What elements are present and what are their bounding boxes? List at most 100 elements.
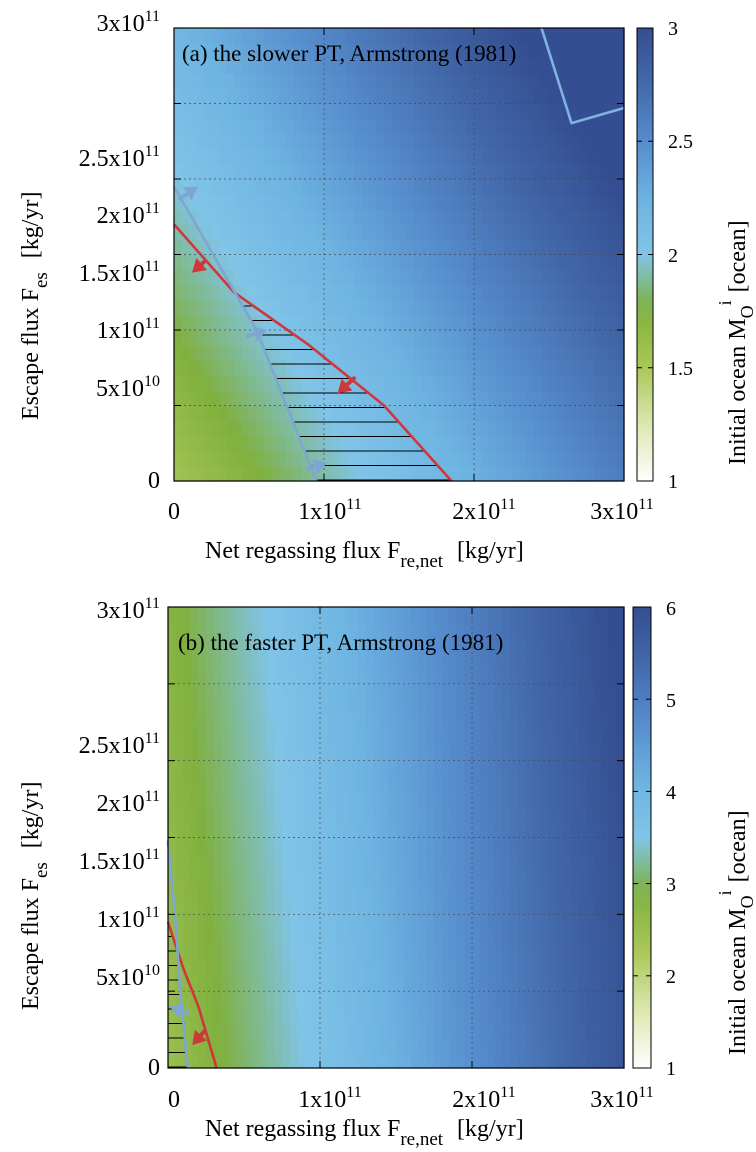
heatmap-cell — [327, 791, 336, 808]
heatmap-cell — [571, 133, 580, 150]
heatmap-cell — [472, 960, 481, 977]
heatmap-cell — [388, 714, 397, 731]
heatmap-cell — [279, 345, 288, 361]
heatmap-cell — [414, 103, 423, 120]
heatmap-cell — [601, 390, 610, 407]
heatmap-cell — [228, 898, 237, 915]
heatmap-cell — [494, 975, 503, 992]
heatmap-cell — [444, 58, 453, 74]
heatmap-cell — [384, 209, 393, 225]
heatmap-cell — [175, 898, 184, 915]
heatmap-cell — [236, 622, 245, 639]
heatmap-cell — [198, 653, 207, 670]
heatmap-cell — [496, 375, 505, 391]
heatmap-cell — [510, 607, 519, 623]
heatmap-cell — [534, 284, 543, 301]
heatmap-cell — [339, 465, 348, 482]
heatmap-cell — [406, 465, 415, 482]
heatmap-cell — [517, 607, 526, 623]
heatmap-cell — [358, 637, 367, 654]
heatmap-cell — [399, 58, 408, 74]
heatmap-cell — [228, 714, 237, 731]
heatmap-cell — [236, 806, 245, 823]
heatmap-cell — [301, 88, 310, 105]
heatmap-cell — [183, 653, 192, 670]
heatmap-cell — [228, 868, 237, 885]
heatmap-cell — [406, 435, 415, 452]
heatmap-cell — [320, 1021, 329, 1038]
heatmap-cell — [496, 88, 505, 105]
heatmap-cell — [327, 745, 336, 762]
heatmap-cell — [226, 209, 235, 225]
heatmap-cell — [228, 852, 237, 869]
heatmap-cell — [289, 837, 298, 854]
heatmap-cell — [414, 390, 423, 407]
heatmap-cell — [616, 991, 625, 1008]
heatmap-cell — [489, 88, 498, 105]
heatmap-cell — [426, 668, 435, 685]
heatmap-cell — [358, 960, 367, 977]
heatmap-cell — [472, 852, 481, 869]
heatmap-cell — [571, 58, 580, 74]
heatmap-cell — [361, 224, 370, 240]
heatmap-cell — [286, 163, 295, 180]
heatmap-cell — [511, 103, 520, 120]
heatmap-cell — [358, 745, 367, 762]
heatmap-cell — [579, 314, 588, 331]
heatmap-cell — [282, 1052, 291, 1069]
heatmap-cell — [464, 914, 473, 931]
heatmap-cell — [346, 330, 355, 346]
heatmap-cell — [361, 133, 370, 150]
heatmap-cell — [236, 776, 245, 792]
heatmap-cell — [271, 390, 280, 407]
heatmap-cell — [411, 760, 420, 777]
heatmap-cell — [444, 73, 453, 89]
heatmap-cell — [181, 103, 190, 120]
heatmap-cell — [496, 194, 505, 210]
heatmap-cell — [601, 330, 610, 346]
heatmap-cell — [451, 148, 460, 165]
heatmap-cell — [586, 73, 595, 89]
heatmap-cell — [183, 607, 192, 623]
heatmap-cell — [358, 837, 367, 854]
heatmap-cell — [396, 975, 405, 992]
heatmap-cell — [316, 43, 325, 59]
heatmap-cell — [198, 852, 207, 869]
y-tick-label: 1.5x1011 — [79, 846, 160, 875]
heatmap-cell — [456, 1052, 465, 1069]
direction-arrow — [192, 258, 208, 273]
heatmap-cell — [327, 898, 336, 915]
heatmap-cell — [540, 683, 549, 700]
heatmap-cell — [271, 269, 280, 286]
heatmap-cell — [444, 179, 453, 195]
heatmap-cell — [556, 239, 565, 256]
heatmap-cell — [289, 822, 298, 839]
heatmap-cell — [174, 390, 183, 407]
heatmap-cell — [494, 1052, 503, 1069]
heatmap-cell — [541, 450, 550, 467]
heatmap-cell — [206, 898, 215, 915]
heatmap-cell — [399, 239, 408, 256]
heatmap-cell — [489, 73, 498, 89]
heatmap-cell — [241, 28, 250, 44]
heatmap-cell — [418, 622, 427, 639]
heatmap-cell — [579, 103, 588, 120]
heatmap-cell — [228, 1006, 237, 1023]
heatmap-cell — [426, 637, 435, 654]
heatmap-cell — [358, 1021, 367, 1038]
heatmap-cell — [616, 760, 625, 777]
heatmap-cell — [525, 745, 534, 762]
heatmap-cell — [586, 714, 595, 731]
heatmap-cell — [391, 345, 400, 361]
heatmap-cell — [517, 791, 526, 808]
heatmap-cell — [571, 375, 580, 391]
heatmap-cell — [399, 28, 408, 44]
heatmap-cell — [373, 607, 382, 623]
heatmap-cell — [541, 88, 550, 105]
heatmap-cell — [403, 806, 412, 823]
heatmap-cell — [241, 88, 250, 105]
heatmap-cell — [309, 330, 318, 346]
heatmap-cell — [320, 945, 329, 962]
heatmap-cell — [168, 745, 177, 762]
heatmap-cell — [511, 224, 520, 240]
